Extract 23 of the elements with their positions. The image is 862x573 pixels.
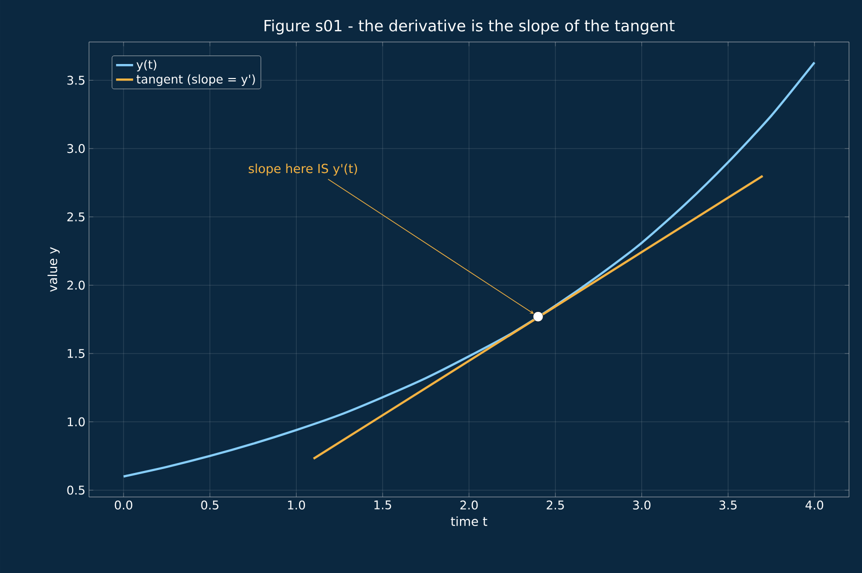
y-tick-label: 1.0	[68, 417, 85, 426]
x-tick-label: 1.5	[374, 500, 392, 510]
line-series	[122, 61, 816, 478]
y-tick-label: 1.5	[68, 349, 84, 358]
y-tick-label: 0.5	[67, 486, 84, 495]
y-tick-label: 3.0	[67, 144, 85, 154]
annotation: slope here IS y'(t)	[248, 164, 358, 176]
x-tick-label: 2.5	[546, 500, 564, 510]
x-tick-label: 3.0	[633, 500, 650, 510]
x-tick-label: 4.0	[806, 500, 824, 510]
y-axis-title: value y	[48, 247, 60, 292]
chart-title: Figure s01 - the derivative is the slope of the tangent	[264, 20, 675, 34]
y-tick-label: 2.0	[67, 280, 85, 290]
y-tick-label: 2.5	[67, 212, 84, 222]
x-tick-label: 0.5	[201, 500, 218, 510]
x-tick-label: 0.0	[114, 500, 132, 510]
y-tick-label: 3.5	[67, 76, 84, 85]
x-tick-label: 3.5	[720, 500, 737, 510]
x-tick-label: 2.0	[460, 500, 478, 510]
x-axis-title: time t	[450, 516, 488, 526]
legend-label: tangent (slope = y')	[136, 74, 255, 86]
legend-label: y(t)	[136, 60, 156, 72]
x-tick-label: 1.0	[288, 500, 305, 510]
